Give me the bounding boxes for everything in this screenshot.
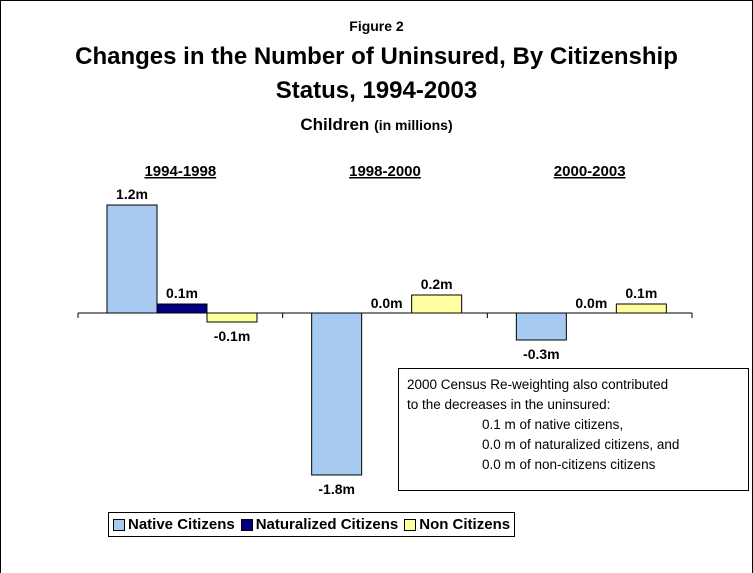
legend-swatch-non bbox=[404, 518, 417, 531]
legend-swatch-naturalized bbox=[240, 518, 253, 531]
chart-title-line1: Changes in the Number of Uninsured, By C… bbox=[75, 43, 678, 70]
data-label-native-2000-2003: -0.3m bbox=[523, 346, 560, 362]
note-line-1: 2000 Census Re-weighting also contribute… bbox=[407, 377, 669, 392]
bar-non-2000-2003 bbox=[615, 303, 667, 314]
subtitle-main: Children bbox=[300, 115, 370, 134]
note-line-2: to the decreases in the uninsured: bbox=[407, 397, 611, 412]
subtitle-unit: (in millions) bbox=[374, 117, 453, 133]
legend-swatch-native bbox=[113, 518, 125, 531]
data-label-native-1998-2000: -1.8m bbox=[318, 481, 355, 497]
note-line-3: 0.1 m of native citizens, bbox=[482, 417, 624, 432]
chart-legend: Native Citizens Naturalized Citizens Non… bbox=[108, 512, 516, 537]
data-label-non-2000-2003: 0.1m bbox=[625, 285, 657, 301]
data-label-naturalized-2000-2003: 0.0m bbox=[575, 295, 607, 311]
legend-label-naturalized: Naturalized Citizens bbox=[255, 516, 399, 533]
bar-non-1994-1998 bbox=[206, 312, 258, 323]
bar-naturalized-1994-1998 bbox=[156, 303, 208, 314]
legend-item-native: Native Citizens bbox=[113, 516, 235, 533]
data-label-non-1994-1998: -0.1m bbox=[214, 328, 251, 344]
bar-native-1998-2000 bbox=[311, 312, 363, 476]
chart-subtitle: Children (in millions) bbox=[0, 115, 753, 135]
category-label-2000-2003: 2000-2003 bbox=[554, 163, 626, 180]
bar-non-1998-2000 bbox=[411, 294, 463, 314]
data-label-naturalized-1994-1998: 0.1m bbox=[166, 285, 198, 301]
chart-title-line2: Status, 1994-2003 bbox=[275, 77, 478, 104]
data-label-native-1994-1998: 1.2m bbox=[116, 186, 148, 202]
category-label-1998-2000: 1998-2000 bbox=[349, 163, 421, 180]
note-line-5: 0.0 m of non-citizens citizens bbox=[482, 457, 656, 472]
legend-item-non: Non Citizens bbox=[404, 516, 510, 533]
census-note-box: 2000 Census Re-weighting also contribute… bbox=[398, 368, 749, 491]
data-label-naturalized-1998-2000: 0.0m bbox=[371, 295, 403, 311]
bar-native-1994-1998 bbox=[106, 204, 158, 314]
category-label-1994-1998: 1994-1998 bbox=[144, 163, 216, 180]
legend-label-native: Native Citizens bbox=[128, 516, 235, 533]
note-line-4: 0.0 m of naturalized citizens, and bbox=[482, 437, 680, 452]
figure-label: Figure 2 bbox=[349, 18, 404, 34]
bar-native-2000-2003 bbox=[515, 312, 567, 341]
legend-item-naturalized: Naturalized Citizens bbox=[240, 516, 399, 533]
legend-label-non: Non Citizens bbox=[419, 516, 511, 533]
data-label-non-1998-2000: 0.2m bbox=[421, 276, 453, 292]
